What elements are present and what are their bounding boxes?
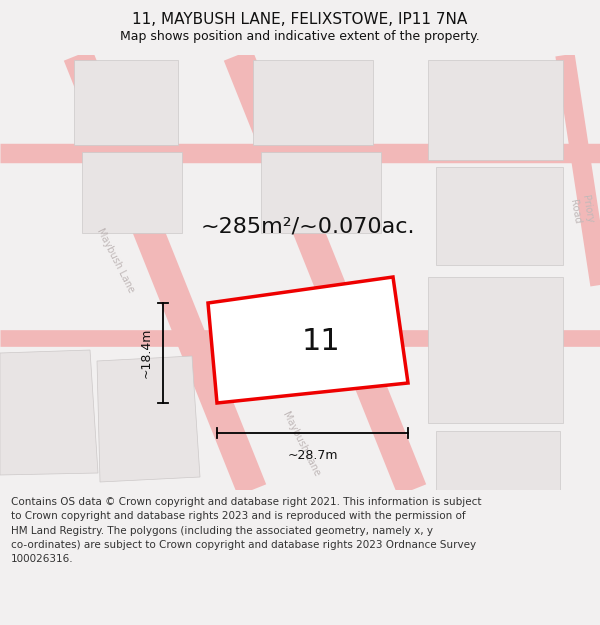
Text: Maybush Lane: Maybush Lane [281,409,323,477]
Polygon shape [428,60,563,160]
Text: ~285m²/~0.070ac.: ~285m²/~0.070ac. [201,217,415,237]
Polygon shape [261,152,381,233]
Text: Contains OS data © Crown copyright and database right 2021. This information is : Contains OS data © Crown copyright and d… [11,497,481,564]
Text: Maybush Lane: Maybush Lane [95,226,137,294]
Text: 11: 11 [302,327,341,356]
Polygon shape [0,350,98,475]
Polygon shape [97,356,200,482]
Polygon shape [436,431,560,490]
Polygon shape [253,60,373,145]
Polygon shape [428,277,563,423]
Polygon shape [208,277,408,403]
Text: ~28.7m: ~28.7m [287,449,338,462]
Text: ~18.4m: ~18.4m [140,328,153,378]
Text: 11, MAYBUSH LANE, FELIXSTOWE, IP11 7NA: 11, MAYBUSH LANE, FELIXSTOWE, IP11 7NA [133,12,467,27]
Polygon shape [74,60,178,145]
Text: Priory
Road: Priory Road [568,194,595,226]
Text: Map shows position and indicative extent of the property.: Map shows position and indicative extent… [120,30,480,43]
Polygon shape [82,152,182,233]
Polygon shape [436,167,563,265]
